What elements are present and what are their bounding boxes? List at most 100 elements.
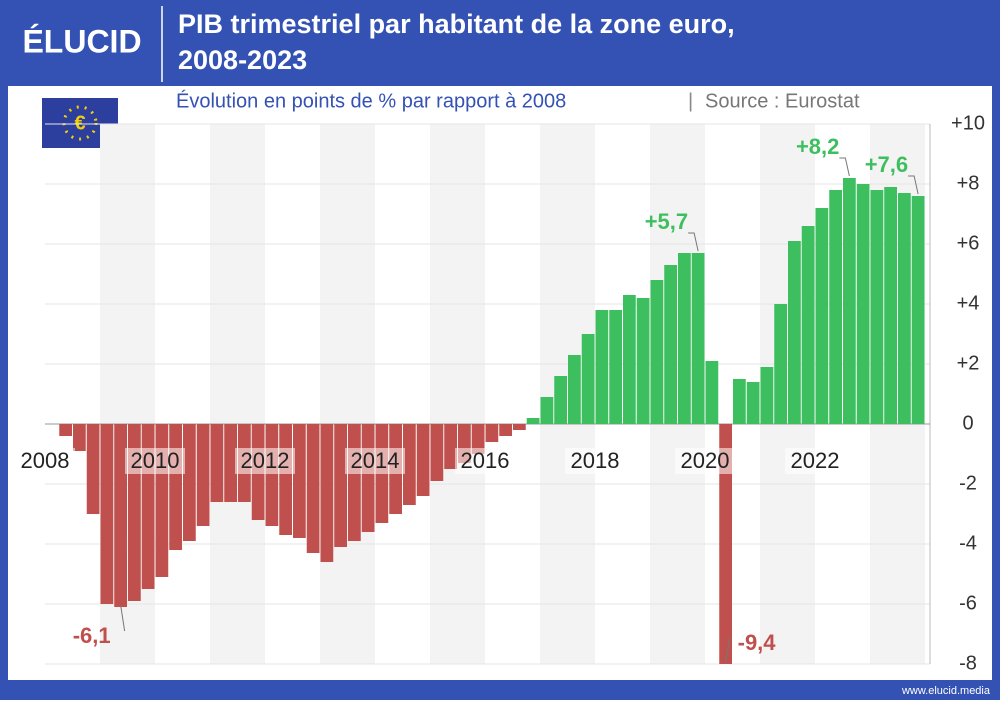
data-label: +8,2 bbox=[796, 134, 839, 159]
bar bbox=[224, 424, 237, 502]
x-tick-bg bbox=[125, 448, 185, 474]
x-tick-bg bbox=[565, 448, 625, 474]
y-tick-label: 0 bbox=[962, 412, 973, 434]
x-tick-label: 2022 bbox=[791, 448, 840, 473]
footer: www.elucid.media bbox=[901, 685, 991, 697]
bar bbox=[650, 280, 664, 424]
y-tick-label: +10 bbox=[951, 112, 985, 134]
bar bbox=[513, 424, 526, 430]
bar bbox=[100, 424, 114, 604]
bar bbox=[293, 424, 306, 538]
bar bbox=[884, 187, 897, 424]
bar bbox=[485, 424, 499, 442]
bar bbox=[348, 424, 361, 541]
leader-line bbox=[120, 604, 126, 632]
bar bbox=[609, 310, 622, 424]
bar bbox=[678, 253, 691, 424]
chart-title: PIB trimestriel par habitant de la zone … bbox=[178, 9, 735, 39]
x-tick-label: 2010 bbox=[131, 448, 180, 473]
bar bbox=[554, 376, 567, 424]
y-tick-label: -2 bbox=[959, 472, 977, 494]
bar bbox=[746, 382, 760, 424]
year-shade bbox=[320, 124, 375, 664]
y-tick-label: +4 bbox=[957, 292, 980, 314]
bar bbox=[705, 361, 719, 424]
y-tick-label: +8 bbox=[957, 172, 980, 194]
bar bbox=[595, 310, 609, 424]
leader-line bbox=[839, 157, 850, 177]
bar bbox=[265, 424, 279, 526]
year-shade bbox=[430, 124, 485, 664]
bar bbox=[691, 253, 705, 424]
data-label: -9,4 bbox=[738, 630, 777, 655]
bar bbox=[169, 424, 182, 550]
leader-line bbox=[725, 637, 731, 663]
x-tick-bg bbox=[675, 448, 735, 474]
x-tick-bg bbox=[785, 448, 845, 474]
bar bbox=[306, 424, 320, 553]
data-label: -6,1 bbox=[73, 623, 111, 648]
bar bbox=[870, 190, 884, 424]
bar bbox=[568, 355, 581, 424]
y-tick-label: -6 bbox=[959, 592, 977, 614]
bar bbox=[196, 424, 210, 526]
bar bbox=[774, 304, 787, 424]
bar bbox=[623, 295, 636, 424]
bar bbox=[183, 424, 196, 541]
y-tick-label: +6 bbox=[957, 232, 980, 254]
bar bbox=[526, 418, 540, 424]
bar bbox=[471, 424, 485, 454]
bar bbox=[733, 379, 746, 424]
bar bbox=[911, 196, 925, 424]
separator: | bbox=[688, 90, 693, 112]
bar bbox=[636, 298, 650, 424]
bar bbox=[788, 241, 801, 424]
bar bbox=[856, 184, 870, 424]
subtitle: Évolution en points de % par rapport à 2… bbox=[176, 89, 566, 112]
data-label: +5,7 bbox=[645, 209, 688, 234]
bar bbox=[59, 424, 72, 436]
x-tick-bg bbox=[455, 448, 515, 474]
x-tick-label: 2014 bbox=[351, 448, 400, 473]
y-tick-label: -4 bbox=[959, 532, 977, 554]
bar bbox=[444, 424, 457, 469]
x-tick-label: 2016 bbox=[461, 448, 510, 473]
chart-title: 2008-2023 bbox=[178, 45, 307, 75]
bar bbox=[815, 208, 829, 424]
leader-line bbox=[688, 232, 699, 252]
x-tick-label: 2012 bbox=[241, 448, 290, 473]
bar bbox=[801, 226, 815, 424]
bar bbox=[334, 424, 347, 547]
source: Source : Eurostat bbox=[705, 90, 860, 112]
bar bbox=[719, 424, 732, 664]
x-tick-label: 2020 bbox=[681, 448, 730, 473]
bar bbox=[499, 424, 512, 436]
bar bbox=[279, 424, 292, 535]
bar bbox=[760, 367, 774, 424]
data-label: +7,6 bbox=[865, 152, 908, 177]
x-tick-bg bbox=[235, 448, 295, 474]
bar bbox=[416, 424, 430, 496]
logo: ÉLUCID bbox=[22, 23, 141, 59]
bar bbox=[430, 424, 444, 481]
y-tick-label: -8 bbox=[959, 652, 977, 674]
leader-line bbox=[908, 175, 919, 195]
year-shade bbox=[210, 124, 265, 664]
bar bbox=[361, 424, 375, 532]
bar bbox=[114, 424, 127, 607]
bar bbox=[898, 193, 911, 424]
bar bbox=[210, 424, 224, 502]
bar bbox=[829, 190, 842, 424]
svg-text:€: € bbox=[74, 112, 85, 134]
bar bbox=[664, 265, 677, 424]
y-tick-label: +2 bbox=[957, 352, 980, 374]
bar bbox=[73, 424, 86, 451]
bar bbox=[843, 178, 856, 424]
bar bbox=[403, 424, 416, 505]
bar bbox=[86, 424, 100, 514]
bar bbox=[320, 424, 334, 562]
x-tick-bg bbox=[15, 448, 75, 474]
bar bbox=[540, 397, 554, 424]
bar bbox=[581, 334, 595, 424]
